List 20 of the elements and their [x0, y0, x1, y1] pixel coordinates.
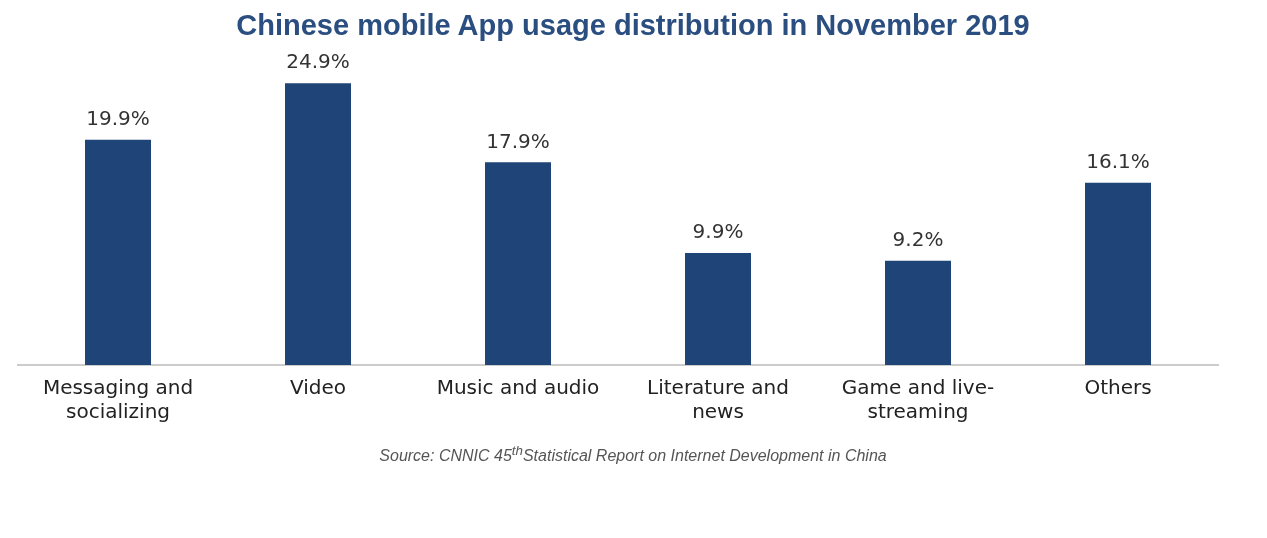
bar	[1085, 182, 1151, 365]
x-tick-label: Literature and news	[647, 375, 789, 424]
data-label: 9.2%	[892, 227, 944, 252]
chart-title: Chinese mobile App usage distribution in November 2019	[235, 8, 1031, 42]
data-label: 16.1%	[1086, 148, 1150, 173]
data-label: 9.9%	[692, 219, 744, 244]
bar	[885, 260, 951, 365]
data-label: 24.9%	[286, 49, 350, 74]
source-note: Source: CNNIC 45$^{th}$Statistical Report on Internet Development in China	[378, 443, 888, 466]
x-tick-label: Video	[289, 375, 347, 400]
bar	[85, 139, 151, 365]
data-label: 19.9%	[86, 105, 150, 130]
bar	[485, 162, 551, 365]
x-tick-label: Messaging and socializing	[42, 375, 194, 424]
x-tick-label: Music and audio	[436, 375, 600, 400]
data-label: 17.9%	[486, 128, 550, 153]
x-tick-label: Others	[1084, 375, 1152, 400]
x-tick-label: Game and live-streaming	[841, 375, 995, 424]
bar	[285, 83, 351, 365]
bar	[685, 252, 751, 365]
